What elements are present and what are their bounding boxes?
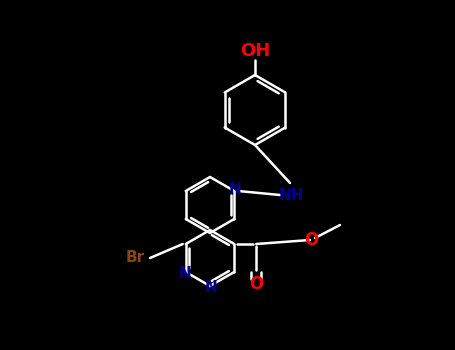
Text: N: N bbox=[178, 266, 191, 280]
Text: NH: NH bbox=[278, 188, 304, 203]
Text: OH: OH bbox=[240, 42, 270, 60]
Text: O: O bbox=[249, 275, 263, 293]
Text: N: N bbox=[229, 182, 242, 197]
Text: O: O bbox=[304, 231, 318, 249]
Text: N: N bbox=[205, 280, 217, 294]
Text: Br: Br bbox=[126, 251, 145, 266]
